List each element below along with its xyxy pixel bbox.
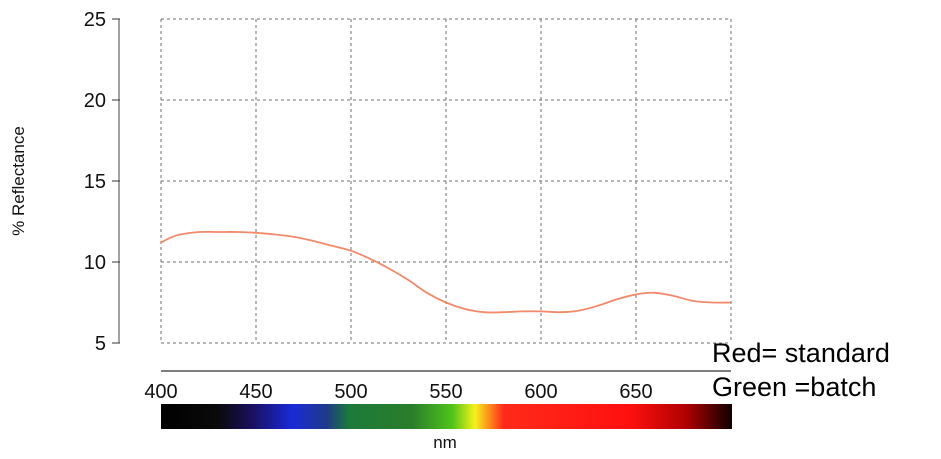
grid — [160, 18, 732, 344]
y-axis-title: % Reflectance — [9, 126, 28, 236]
x-tick-label: 600 — [524, 381, 557, 403]
axes — [112, 18, 731, 372]
x-tick-label: 550 — [429, 381, 462, 403]
x-axis-title: nm — [433, 433, 457, 452]
legend-batch: Green =batch — [712, 372, 877, 402]
y-tick-label: 5 — [95, 333, 106, 355]
series-line-1 — [160, 230, 732, 314]
y-tick-label: 15 — [84, 171, 106, 193]
x-tick-label: 450 — [239, 381, 272, 403]
y-tick-label: 25 — [84, 9, 106, 31]
legend-standard: Red= standard — [712, 338, 890, 368]
series-layer — [160, 230, 732, 314]
x-tick-label: 500 — [334, 381, 367, 403]
labels: 5 10 15 20 25 400 450 500 550 600 650 % Reflectance… — [9, 9, 653, 452]
x-tick-label: 650 — [619, 381, 652, 403]
y-tick-label: 10 — [84, 252, 106, 274]
y-tick-label: 20 — [84, 90, 106, 112]
x-tick-label: 400 — [144, 381, 177, 403]
spectrum-bar — [161, 404, 732, 429]
